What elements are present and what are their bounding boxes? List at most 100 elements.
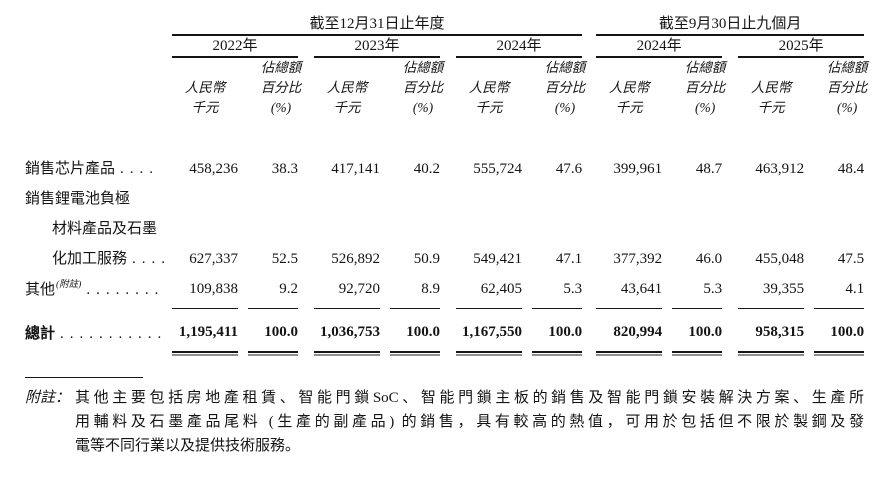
spacer [804,58,814,118]
row-label-text: 其他 [25,282,56,298]
subheader-line: (%) [554,100,576,115]
cell-value: 417,141 [331,161,380,177]
row-label-line: 材料產品及石墨 [52,221,158,237]
cell-value: 43,641 [596,274,663,309]
cell-total: 100.0 [814,309,865,356]
spacer [440,184,456,274]
cell-value: 47.1 [555,251,583,267]
cell-value: 47.5 [837,251,865,267]
subheader-line: 千元 [615,100,643,115]
spacer [380,184,390,274]
cell-total: 1,036,753 [314,309,380,356]
spacer [804,118,814,184]
subheader-line: 千元 [333,100,361,115]
subheader-line: 千元 [757,100,785,115]
spacer [238,58,248,118]
subheader-line: 人民幣 [184,80,226,95]
row-label-text: 化加工服務 [52,251,128,267]
spacer [582,36,596,58]
cell-value: 109,838 [172,274,238,309]
cell-value: 399,961 [613,161,663,177]
subheader-row: 人民幣 千元 佔總額 百分比 (%) 人民幣 千元 佔總額 百分比 [25,58,868,118]
cell-value: 48.4 [837,161,865,177]
dot-leader: ........ [86,282,165,298]
cell-value: 627,337 [189,251,238,267]
spacer [804,184,814,274]
subheader-pct-of-total: 佔總額 百分比 (%) [532,58,586,118]
spacer [722,309,738,353]
subheader-rmb-thousands: 人民幣 千元 [314,58,380,118]
spacer [380,118,390,184]
spacer [522,118,532,184]
cell-total: 958,315 [738,309,805,356]
subheader-pct-of-total: 佔總額 百分比 (%) [390,58,444,118]
spacer [582,118,596,184]
spacer [522,58,532,118]
spacer [662,309,672,353]
cell-value: 50.9 [413,251,440,267]
year-header-2024-annual: 2024年 [456,36,583,58]
cell-value: 92,720 [314,274,380,309]
row-label: 其他(附註)........ [25,274,172,309]
spacer [440,36,456,58]
cell-value: 62,405 [456,274,522,309]
cell-value: 377,392 [613,251,663,267]
subheader-line: 百分比 [402,80,444,95]
spacer [238,309,248,353]
subheader-block: 佔總額 百分比 (%) [680,58,730,118]
row-other: 其他(附註)........ 109,838 9.2 92,720 8.9 62… [25,274,865,309]
spacer [804,309,814,353]
spacer [238,184,248,274]
subheader-line: (%) [836,100,858,115]
subheader-line: 千元 [191,100,219,115]
dot-leader: ........... [60,326,168,342]
spacer [298,309,314,353]
spacer [238,274,248,309]
footnote-ref: (附註) [56,280,82,290]
cell-value: 38.3 [271,161,298,177]
subheader-block: 佔總額 百分比 (%) [256,58,306,118]
dot-leader: .... [132,251,172,267]
spacer [298,36,314,58]
spacer [522,184,532,274]
col-group-nine-month: 截至9月30日止九個月 [596,14,865,36]
subheader-line: 佔總額 [402,60,444,75]
cell-value: 40.2 [413,161,440,177]
subheader-line: 佔總額 [544,60,586,75]
spacer [662,118,672,184]
spacer [380,309,390,353]
subheader-line: 佔總額 [684,60,726,75]
row-label-text: 銷售芯片產品 [25,161,116,177]
subheader-rmb-thousands: 人民幣 千元 [596,58,662,118]
cell-total: 820,994 [596,309,663,356]
cell-value: 455,048 [755,251,805,267]
subheader-line: 佔總額 [826,60,868,75]
spacer [25,14,172,36]
spacer [522,274,532,309]
subheader-line: 人民幣 [608,80,650,95]
col-group-annual: 截至12月31日止年度 [172,14,583,36]
subheader-rmb-thousands: 人民幣 千元 [738,58,804,118]
row-total: 總計........... 1,195,411 100.0 1,036,753 … [25,309,865,356]
spacer [25,36,172,58]
footnote: 附註： 其他主要包括房地產租賃、智能門鎖SoC、智能門鎖主板的銷售及智能門鎖安裝… [25,386,864,458]
cell-value: 48.7 [695,161,723,177]
cell-total: 100.0 [390,309,440,356]
spacer [662,58,672,118]
spacer [298,118,314,184]
row-label: 銷售芯片產品.... [25,118,172,184]
spacer [582,184,596,274]
year-row: 2022年 2023年 2024年 2024年 2025年 [25,36,865,58]
cell-value: 52.5 [271,251,298,267]
row-label: 銷售鋰電池負極 材料產品及石墨 化加工服務.... [25,184,172,274]
subheader-rmb-thousands: 人民幣 千元 [456,58,522,118]
footnote-label: 附註： [25,390,71,406]
cell-value: 39,355 [738,274,805,309]
spacer [662,274,672,309]
spacer [380,58,390,118]
row-label: 總計........... [25,309,172,353]
subheader-line: (%) [694,100,716,115]
spacer [522,309,532,353]
subheader-pct-of-total: 佔總額 百分比 (%) [814,58,868,118]
